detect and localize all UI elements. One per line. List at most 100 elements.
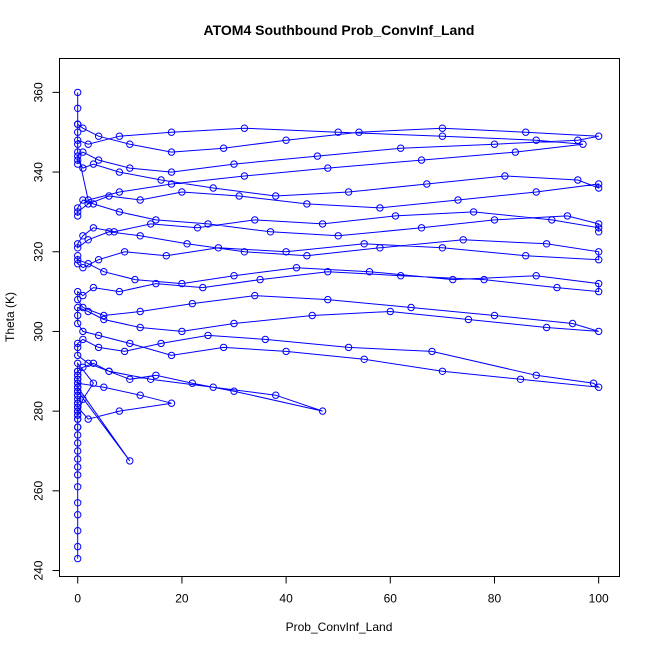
data-point bbox=[292, 264, 301, 272]
data-point bbox=[438, 124, 447, 132]
data-point bbox=[261, 335, 269, 344]
data-point bbox=[89, 359, 98, 367]
data-point bbox=[480, 275, 488, 284]
data-point bbox=[595, 256, 603, 264]
data-point bbox=[84, 359, 92, 367]
data-point bbox=[188, 379, 197, 387]
data-point bbox=[131, 275, 139, 284]
data-point bbox=[490, 311, 499, 320]
data-point bbox=[188, 299, 197, 308]
data-point bbox=[74, 471, 82, 479]
data-point bbox=[74, 379, 82, 387]
data-point bbox=[595, 279, 603, 288]
data-point bbox=[334, 232, 342, 240]
data-point bbox=[79, 164, 87, 172]
data-point bbox=[105, 228, 113, 236]
data-point bbox=[256, 275, 264, 284]
data-point bbox=[74, 204, 82, 212]
data-point bbox=[105, 367, 113, 375]
data-point bbox=[74, 455, 82, 463]
data-point bbox=[74, 240, 82, 248]
data-point bbox=[209, 383, 217, 391]
data-point bbox=[230, 272, 238, 280]
x-tick-label: 60 bbox=[384, 592, 398, 606]
data-point bbox=[74, 463, 82, 471]
data-point bbox=[167, 128, 176, 136]
plot-frame bbox=[59, 58, 620, 577]
y-tick-label: 240 bbox=[32, 560, 46, 580]
data-point bbox=[74, 140, 82, 148]
data-point bbox=[178, 188, 186, 196]
data-point bbox=[235, 192, 243, 200]
data-point bbox=[79, 124, 87, 132]
data-point bbox=[595, 383, 603, 391]
x-tick-label: 80 bbox=[488, 592, 502, 606]
data-point bbox=[74, 319, 82, 328]
data-point bbox=[84, 415, 92, 423]
data-point bbox=[376, 244, 384, 252]
data-point bbox=[74, 387, 82, 395]
data-point bbox=[376, 204, 384, 212]
data-point bbox=[84, 140, 92, 148]
data-point bbox=[100, 268, 108, 276]
data-point bbox=[94, 132, 103, 140]
data-point bbox=[397, 272, 405, 280]
data-point bbox=[230, 387, 238, 395]
data-point bbox=[74, 415, 82, 423]
data-point bbox=[266, 228, 275, 236]
data-point bbox=[303, 252, 311, 260]
data-point bbox=[417, 224, 426, 232]
data-point bbox=[553, 283, 561, 292]
data-point bbox=[74, 351, 82, 360]
data-point bbox=[303, 200, 311, 208]
data-point bbox=[89, 200, 98, 208]
y-tick-label: 320 bbox=[32, 241, 46, 261]
data-point bbox=[147, 375, 155, 383]
data-point bbox=[79, 264, 87, 272]
data-point bbox=[74, 104, 82, 113]
data-point bbox=[344, 188, 353, 196]
data-point bbox=[74, 359, 82, 367]
data-point bbox=[178, 327, 186, 336]
data-point bbox=[74, 136, 82, 144]
data-point bbox=[532, 188, 540, 196]
data-point bbox=[423, 180, 431, 188]
data-point bbox=[89, 160, 98, 168]
data-point bbox=[204, 331, 212, 340]
data-point bbox=[94, 156, 103, 164]
data-point bbox=[162, 252, 171, 260]
data-point bbox=[428, 347, 436, 356]
data-point bbox=[490, 140, 499, 148]
data-point bbox=[157, 176, 165, 184]
data-point bbox=[89, 224, 98, 232]
data-point bbox=[595, 184, 603, 192]
data-point bbox=[79, 291, 87, 300]
data-point bbox=[100, 311, 108, 320]
data-point bbox=[152, 279, 160, 288]
data-point bbox=[115, 287, 124, 296]
data-point bbox=[282, 347, 290, 356]
data-point bbox=[79, 335, 87, 344]
data-point bbox=[532, 371, 540, 379]
data-point bbox=[563, 212, 572, 220]
data-point bbox=[438, 367, 447, 375]
data-point bbox=[183, 240, 191, 248]
data-point bbox=[74, 411, 82, 419]
y-tick-label: 340 bbox=[32, 162, 46, 182]
data-point bbox=[126, 339, 134, 348]
y-axis: 240 260 280 300 320 340 360 bbox=[32, 82, 60, 581]
data-point bbox=[157, 339, 165, 348]
data-point bbox=[79, 327, 87, 336]
y-tick-label: 360 bbox=[32, 82, 46, 102]
plot-area bbox=[74, 88, 603, 563]
data-point bbox=[516, 375, 525, 383]
data-point bbox=[74, 375, 82, 383]
data-point bbox=[214, 244, 223, 252]
data-point bbox=[79, 196, 87, 204]
data-point bbox=[89, 379, 98, 387]
data-point bbox=[454, 196, 462, 204]
data-point bbox=[595, 228, 603, 236]
data-point bbox=[282, 248, 290, 256]
data-point bbox=[126, 140, 134, 148]
data-point bbox=[84, 200, 92, 208]
